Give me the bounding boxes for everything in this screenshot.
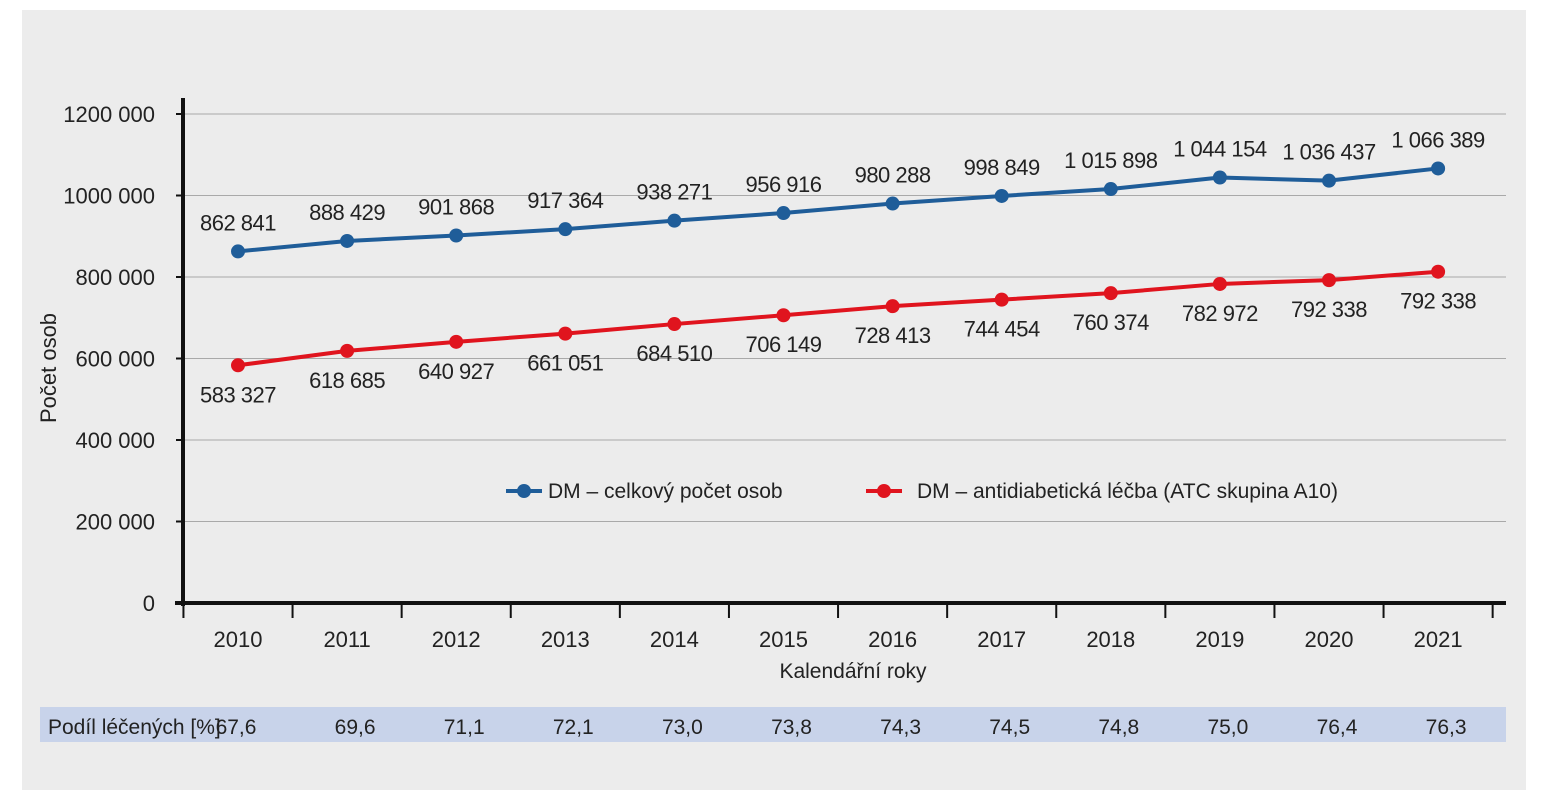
data-point: [340, 233, 355, 248]
x-tick-label: 2021: [1414, 627, 1463, 652]
data-point: [667, 317, 682, 332]
share-row-value: 74,8: [1098, 716, 1139, 739]
data-label: 706 149: [745, 332, 821, 357]
data-label: 1 015 898: [1064, 148, 1158, 173]
x-tick-label: 2019: [1195, 627, 1244, 652]
x-tick-label: 2011: [323, 627, 370, 652]
share-row-value: 69,6: [335, 716, 376, 739]
data-point: [885, 299, 900, 314]
x-tick-label: 2017: [977, 627, 1026, 652]
x-tick-label: 2016: [868, 627, 917, 652]
share-row-value: 76,3: [1426, 716, 1467, 739]
y-tick-label: 1000 000: [63, 184, 155, 209]
data-label: 618 685: [309, 368, 385, 393]
share-row-value: 76,4: [1317, 716, 1358, 739]
data-label: 980 288: [855, 163, 931, 188]
data-label: 862 841: [200, 210, 276, 235]
data-label: 760 374: [1073, 310, 1149, 335]
data-point: [449, 334, 464, 349]
line-chart: 0 200 000 400 000 600 000 800 000 1000 000 120…: [36, 98, 1506, 742]
series-line: [237, 166, 1439, 254]
data-label: 792 338: [1291, 297, 1367, 322]
data-point: [1103, 182, 1118, 197]
series-line: [237, 269, 1439, 368]
data-label: 956 916: [745, 172, 821, 197]
data-label: 728 413: [855, 323, 931, 348]
data-label: 661 051: [527, 351, 603, 376]
legend-label: DM – celkový počet osob: [548, 480, 783, 503]
share-row-value: 73,8: [771, 716, 812, 739]
share-row-value: 73,0: [662, 716, 703, 739]
data-point: [1322, 173, 1336, 188]
x-tick-label: 2010: [214, 627, 263, 652]
data-point: [1431, 264, 1446, 279]
data-point: [1431, 161, 1446, 176]
share-row-value: 75,0: [1207, 716, 1248, 739]
y-tick-label: 400 000: [75, 428, 155, 453]
y-tick-label: 200 000: [75, 510, 155, 535]
x-tick-label: 2020: [1305, 627, 1354, 652]
data-label: 1 036 437: [1282, 140, 1376, 165]
data-label: 684 510: [636, 341, 712, 366]
data-label: 640 927: [418, 359, 494, 384]
data-label: 917 364: [527, 188, 603, 213]
data-label: 744 454: [964, 317, 1040, 342]
data-point: [231, 244, 245, 259]
data-point: [1103, 286, 1118, 301]
legend-marker: [517, 484, 531, 498]
data-point: [776, 308, 791, 323]
data-point: [994, 292, 1009, 307]
y-tick-label: 0: [143, 591, 155, 616]
data-point: [1212, 276, 1227, 291]
data-label: 938 271: [636, 180, 712, 205]
data-point: [1322, 273, 1336, 288]
data-point: [885, 196, 900, 211]
share-row-value: 72,1: [553, 716, 594, 739]
y-tick-label: 600 000: [75, 347, 155, 372]
data-point: [449, 228, 464, 243]
share-row-label: Podíl léčených [%]: [48, 716, 221, 739]
data-label: 998 849: [964, 155, 1040, 180]
x-tick-label: 2012: [432, 627, 481, 652]
share-row-value: 74,5: [989, 716, 1030, 739]
legend-marker: [877, 484, 891, 498]
data-label: 888 429: [309, 200, 385, 225]
share-row-value: 71,1: [444, 716, 485, 739]
x-tick-label: 2015: [759, 627, 808, 652]
share-row-background: [40, 707, 1506, 742]
data-label: 792 338: [1400, 289, 1476, 314]
legend-label: DM – antidiabetická léčba (ATC skupina A…: [917, 480, 1338, 503]
data-point: [994, 188, 1009, 203]
data-point: [558, 222, 573, 237]
x-tick-label: 2014: [650, 627, 699, 652]
x-tick-label: 2013: [541, 627, 590, 652]
data-label: 782 972: [1182, 301, 1258, 326]
share-row-value: 74,3: [880, 716, 921, 739]
y-tick-label: 1200 000: [63, 102, 155, 127]
data-point: [231, 358, 245, 373]
share-row-value: 67,6: [216, 716, 257, 739]
x-tick-label: 2018: [1086, 627, 1135, 652]
x-axis-title: Kalendářní roky: [779, 660, 927, 683]
data-label: 583 327: [200, 382, 276, 407]
y-axis-title: Počet osob: [36, 313, 61, 423]
data-point: [558, 326, 573, 341]
data-label: 901 868: [418, 194, 494, 219]
data-label: 1 066 389: [1391, 127, 1485, 152]
data-point: [776, 206, 791, 221]
data-point: [340, 343, 355, 358]
data-point: [1212, 170, 1227, 185]
chart-panel: 0 200 000 400 000 600 000 800 000 1000 000 120…: [22, 10, 1526, 790]
data-label: 1 044 154: [1173, 137, 1267, 162]
y-tick-label: 800 000: [75, 265, 155, 290]
data-point: [667, 213, 682, 228]
